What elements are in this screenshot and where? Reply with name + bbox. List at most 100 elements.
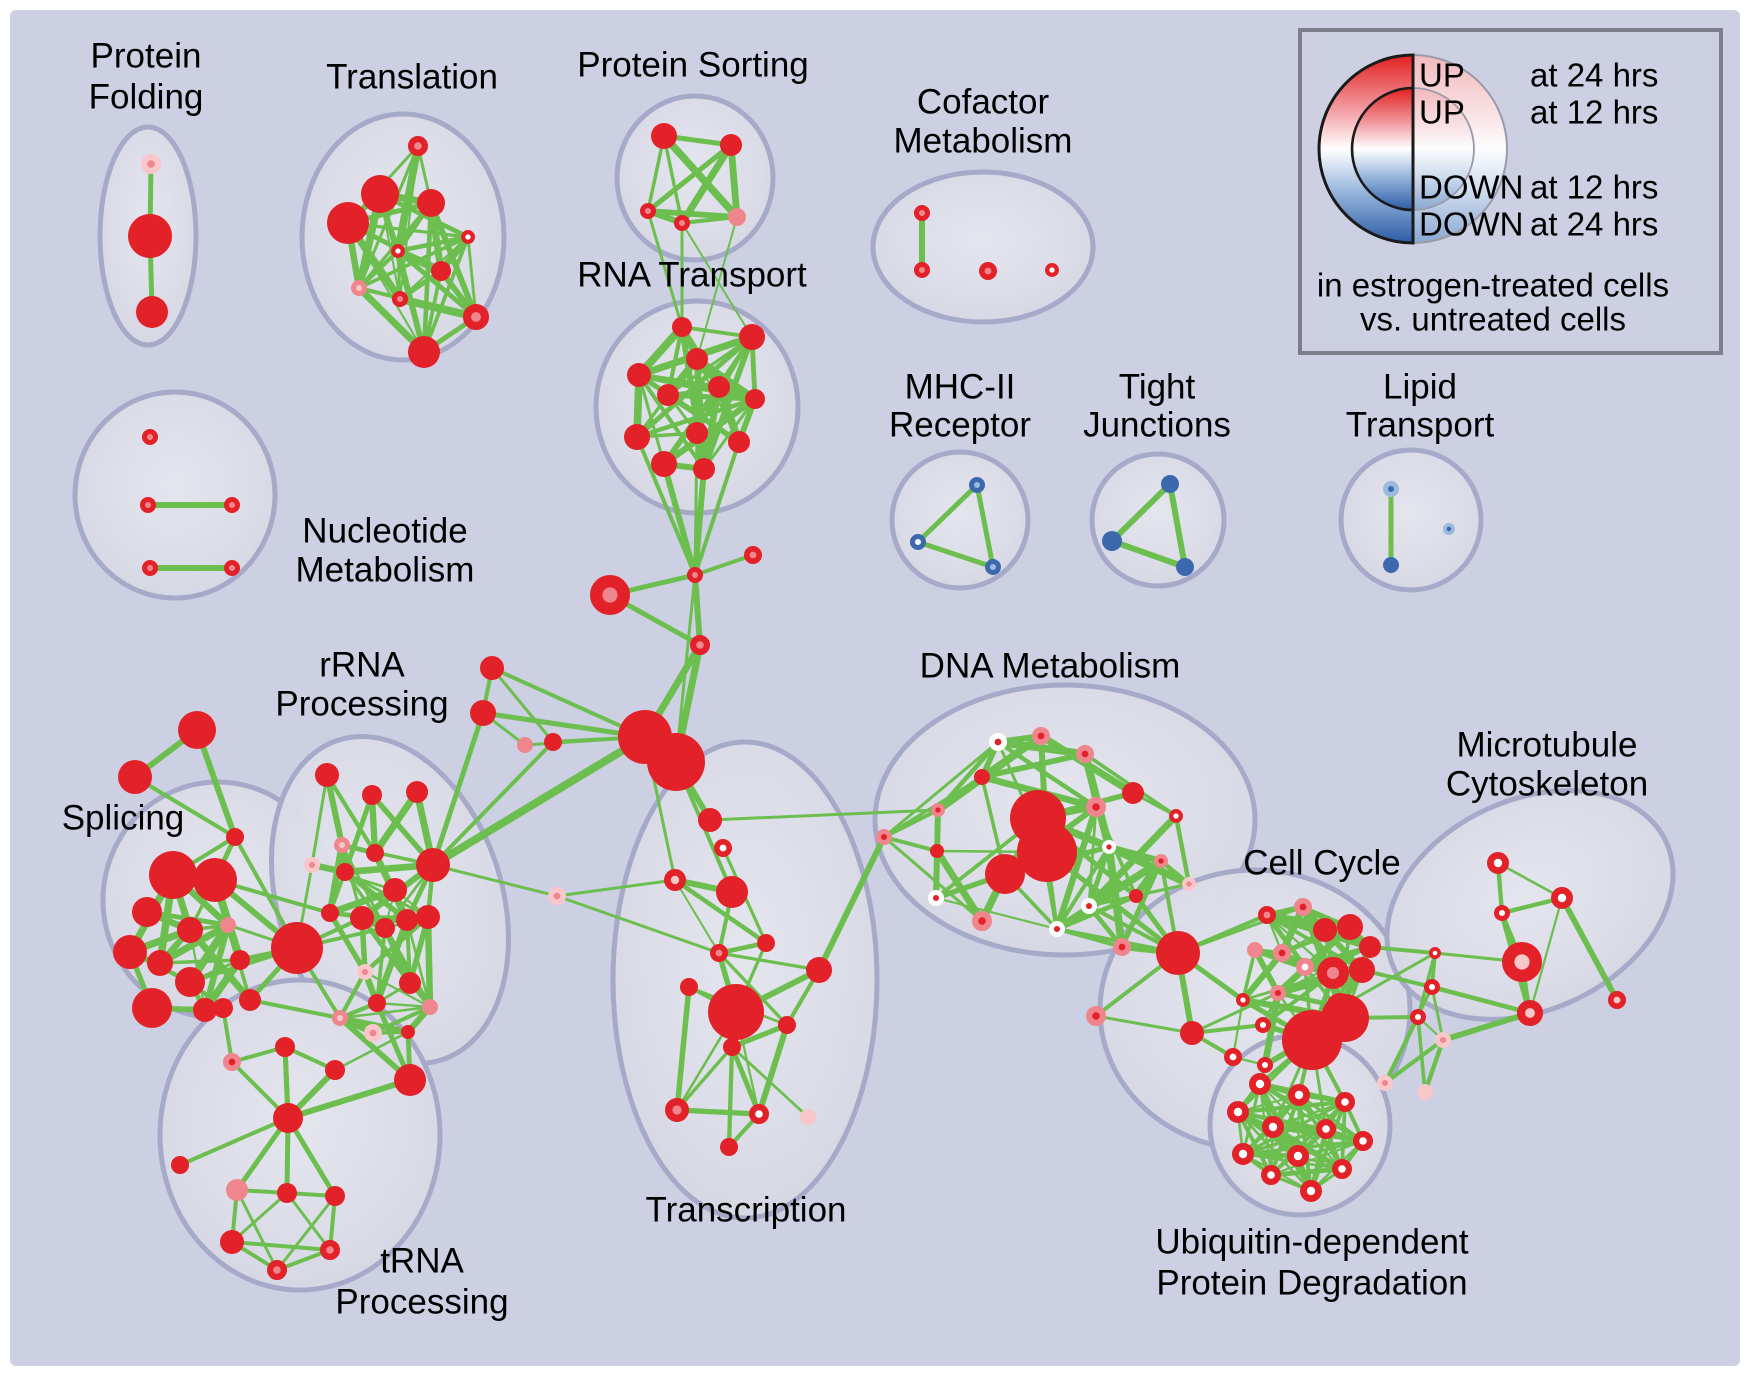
node bbox=[175, 967, 205, 997]
node bbox=[1383, 557, 1399, 573]
cluster-ellipse-tight-junctions bbox=[1089, 451, 1227, 589]
edge bbox=[674, 573, 697, 764]
node bbox=[1180, 1021, 1204, 1045]
node bbox=[394, 1064, 426, 1096]
edge bbox=[915, 539, 996, 570]
node bbox=[1182, 877, 1196, 891]
node bbox=[1256, 1056, 1274, 1074]
node bbox=[728, 431, 750, 453]
edge bbox=[635, 435, 697, 577]
node bbox=[720, 1138, 738, 1156]
cluster-label-mhc-ii-receptor: MHC-II bbox=[905, 367, 1016, 406]
node bbox=[745, 389, 765, 409]
edge bbox=[431, 863, 559, 898]
edge bbox=[1239, 949, 1286, 1004]
node bbox=[913, 204, 931, 222]
node bbox=[431, 261, 451, 281]
node bbox=[1423, 978, 1441, 996]
cluster-label-microtubule-cytoskeleton: Microtubule bbox=[1457, 725, 1638, 764]
legend-direction-label: UP bbox=[1419, 57, 1465, 94]
node bbox=[1122, 782, 1144, 804]
edge bbox=[1528, 896, 1564, 1015]
edge bbox=[708, 808, 940, 822]
node bbox=[1551, 887, 1573, 909]
node bbox=[1501, 942, 1542, 983]
node bbox=[1223, 1047, 1243, 1067]
edge bbox=[1382, 1037, 1446, 1086]
node bbox=[1260, 1164, 1281, 1185]
node bbox=[391, 244, 405, 258]
node bbox=[708, 376, 730, 398]
cluster-label-tight-junctions: Tight bbox=[1119, 367, 1196, 406]
edge bbox=[337, 969, 368, 1021]
node bbox=[226, 1179, 248, 1201]
cluster-label-protein-folding: Folding bbox=[89, 77, 204, 116]
edge bbox=[285, 1115, 338, 1199]
legend-direction-label: UP bbox=[1419, 94, 1465, 131]
node bbox=[213, 998, 233, 1018]
node bbox=[974, 769, 990, 785]
node bbox=[461, 230, 475, 244]
edge bbox=[674, 1107, 762, 1117]
edge bbox=[1440, 1010, 1533, 1043]
cluster-ellipse-protein-sorting bbox=[614, 93, 776, 263]
node bbox=[327, 202, 369, 244]
edge bbox=[431, 740, 555, 867]
node bbox=[1075, 744, 1095, 764]
node bbox=[193, 998, 217, 1022]
node bbox=[1352, 1130, 1373, 1151]
node bbox=[391, 290, 409, 308]
edge bbox=[935, 774, 985, 813]
node bbox=[1262, 1116, 1284, 1138]
edge bbox=[933, 847, 986, 925]
node bbox=[1045, 263, 1059, 277]
node bbox=[177, 917, 203, 943]
edge bbox=[692, 572, 703, 648]
node bbox=[984, 558, 1002, 576]
edge bbox=[327, 910, 368, 975]
node bbox=[363, 1023, 383, 1043]
cluster-label-ubiquitin-degradation: Ubiquitin-dependent bbox=[1155, 1222, 1469, 1261]
edge bbox=[1241, 948, 1257, 1002]
node bbox=[417, 189, 445, 217]
node bbox=[806, 957, 832, 983]
edge bbox=[371, 788, 421, 857]
node bbox=[1382, 480, 1400, 498]
node bbox=[686, 348, 708, 370]
node bbox=[547, 886, 567, 906]
edge bbox=[1429, 984, 1533, 1016]
node bbox=[223, 559, 241, 577]
node bbox=[171, 1156, 189, 1174]
node bbox=[222, 1052, 242, 1072]
node bbox=[331, 1009, 349, 1027]
node bbox=[665, 1098, 689, 1122]
node bbox=[416, 848, 450, 882]
edge bbox=[729, 1022, 790, 1050]
node bbox=[708, 984, 764, 1040]
edge bbox=[338, 1005, 432, 1020]
edge bbox=[1241, 1127, 1328, 1156]
node bbox=[1331, 1158, 1352, 1179]
edge bbox=[1559, 895, 1620, 1003]
edge bbox=[356, 248, 401, 291]
node bbox=[988, 732, 1008, 752]
edge bbox=[1053, 803, 1100, 933]
node bbox=[1085, 796, 1106, 817]
cluster-label-translation: Translation bbox=[326, 57, 498, 96]
node bbox=[141, 559, 159, 577]
node bbox=[1417, 1084, 1433, 1100]
node bbox=[1429, 947, 1441, 959]
node bbox=[664, 869, 686, 891]
edge bbox=[346, 221, 426, 354]
node bbox=[1048, 920, 1066, 938]
edge bbox=[429, 733, 649, 869]
legend-circle-inner-left bbox=[1350, 86, 1415, 212]
node bbox=[147, 950, 173, 976]
node bbox=[1287, 1145, 1309, 1167]
node bbox=[686, 566, 704, 584]
node bbox=[651, 123, 677, 149]
node bbox=[1085, 1005, 1106, 1026]
edge bbox=[693, 440, 741, 577]
cluster-label-nucleotide-metabolism: Nucleotide bbox=[302, 511, 467, 550]
